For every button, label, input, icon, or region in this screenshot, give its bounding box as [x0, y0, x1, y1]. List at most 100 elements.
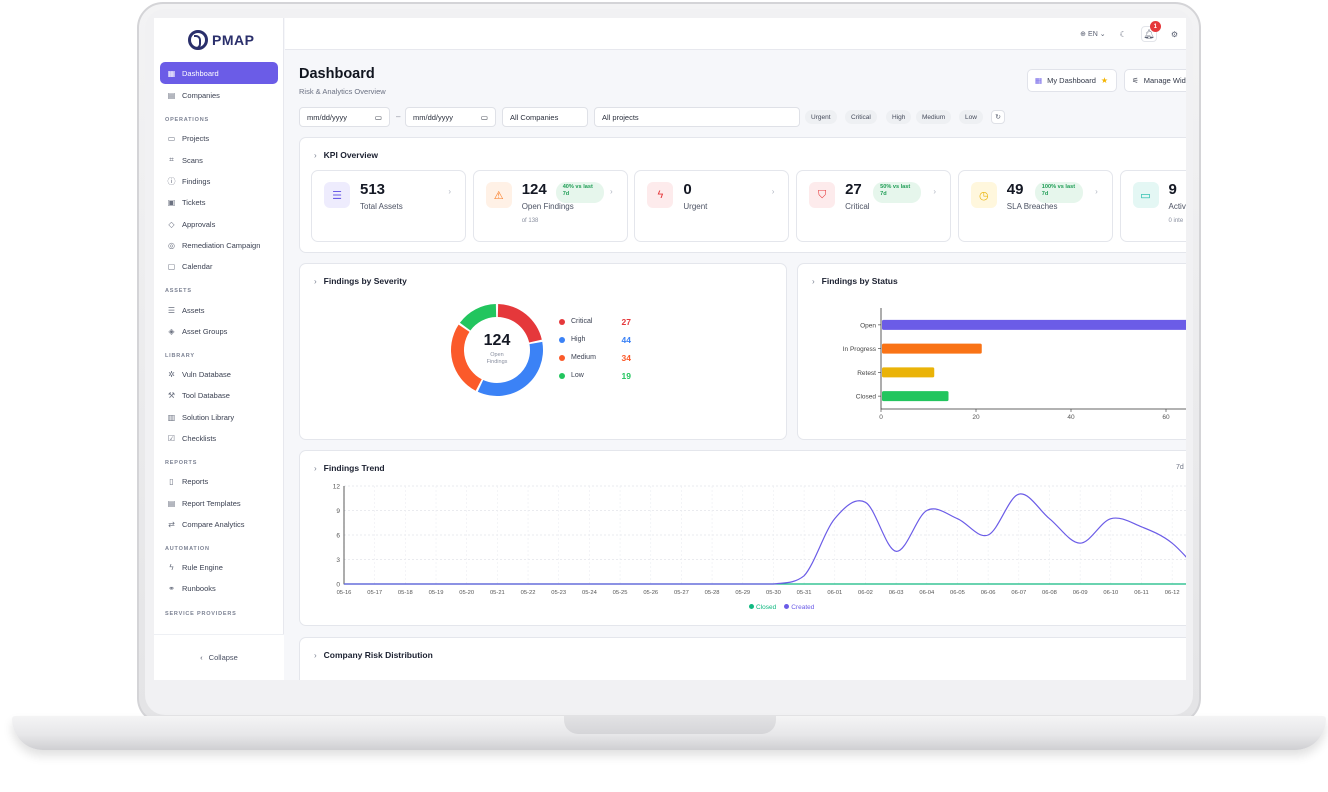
status-bar-chart: 0 20 40 60 Open In Progress Retest Closed	[843, 308, 1186, 421]
server-icon: ☰	[167, 305, 176, 315]
legend-label: Created	[791, 604, 815, 611]
status-header[interactable]: › Findings by Status	[812, 276, 898, 286]
folder-icon: ▭	[167, 134, 176, 144]
trend-legend: Closed Created	[749, 604, 814, 611]
sidebar-item-remediation-campaign[interactable]: ◎ Remediation Campaign	[160, 235, 278, 256]
kpi-card[interactable]: ϟ 0 Urgent ›	[634, 170, 790, 242]
sidebar-item-label: Findings	[182, 177, 211, 187]
trend-x-tick: 05-18	[398, 590, 413, 596]
severity-chip-urgent[interactable]: Urgent	[805, 110, 837, 124]
status-title: Findings by Status	[821, 276, 898, 286]
sidebar-item-companies[interactable]: ▤ Companies	[160, 85, 278, 106]
trend-x-tick: 06-12	[1165, 590, 1180, 596]
sidebar: PMAP ▦ Dashboard ▤ Companies OPERATIONS ▭ Proj…	[154, 18, 284, 680]
trend-header[interactable]: › Findings Trend	[314, 463, 385, 473]
kpi-overview-title: KPI Overview	[323, 150, 379, 160]
template-icon: ▤	[167, 498, 176, 508]
status-bar-closed[interactable]	[882, 391, 949, 402]
sidebar-item-assets[interactable]: ☰ Assets	[160, 299, 278, 320]
date-from-input[interactable]: mm/dd/yyyy ▭	[299, 107, 390, 127]
status-bar-in-progress[interactable]	[882, 343, 982, 354]
legend-dot	[559, 354, 565, 361]
severity-chip-low[interactable]: Low	[959, 110, 983, 124]
refresh-button[interactable]: ↻	[991, 110, 1005, 124]
company-select[interactable]: All Companies	[502, 107, 588, 127]
sidebar-item-label: Tickets	[182, 198, 206, 208]
chevron-right-icon: ›	[448, 187, 451, 196]
donut-slice-low[interactable]	[459, 304, 497, 331]
legend-value: 44	[621, 334, 631, 345]
gear-icon[interactable]: ⚙	[1170, 29, 1178, 39]
kpi-label: Critical	[845, 202, 870, 211]
company-risk-header[interactable]: › Company Risk Distribution	[314, 650, 433, 660]
severity-header[interactable]: › Findings by Severity	[314, 276, 407, 286]
severity-chip-high[interactable]: High	[886, 110, 912, 124]
donut-slice-high[interactable]	[477, 341, 543, 396]
project-select[interactable]: All projects	[594, 107, 800, 127]
alert-circle-icon: ⓘ	[167, 177, 176, 187]
trend-line-created[interactable]	[344, 493, 1186, 585]
manage-widgets-button[interactable]: ⚟ Manage Wid	[1124, 69, 1186, 92]
donut-slice-critical[interactable]	[497, 304, 542, 343]
language-selector[interactable]: ⊕ EN ⌄	[1080, 30, 1105, 39]
kpi-card[interactable]: ◷ 49 SLA Breaches 100% vs last 7d ›	[957, 170, 1113, 242]
severity-chip-critical[interactable]: Critical	[845, 110, 877, 124]
trend-y-tick: 3	[336, 557, 340, 564]
trend-y-tick: 0	[336, 582, 340, 589]
kpi-card[interactable]: ▭ 9 Activ 0 inte	[1119, 170, 1186, 242]
sidebar-item-vuln-database[interactable]: ✲ Vuln Database	[160, 364, 278, 385]
sidebar-item-approvals[interactable]: ◇ Approvals	[160, 213, 278, 234]
trend-x-tick: 05-17	[367, 590, 382, 596]
trend-x-tick: 06-11	[1134, 590, 1148, 596]
sidebar-item-projects[interactable]: ▭ Projects	[160, 128, 278, 149]
sidebar-item-checklists[interactable]: ☑ Checklists	[160, 428, 278, 449]
refresh-icon: ↻	[995, 114, 1001, 121]
sidebar-item-runbooks[interactable]: ⚭ Runbooks	[160, 578, 278, 599]
kpi-trend-badge: 40% vs last 7d	[555, 182, 604, 203]
sidebar-item-solution-library[interactable]: ▥ Solution Library	[160, 407, 278, 428]
status-bar-retest[interactable]	[882, 367, 935, 378]
status-x-tick: 20	[972, 414, 980, 421]
status-bar-open[interactable]	[882, 319, 1186, 330]
sidebar-item-tool-database[interactable]: ⚒ Tool Database	[160, 385, 278, 406]
trend-legend-item[interactable]: Closed	[749, 604, 776, 611]
chevron-right-icon: ›	[314, 150, 317, 160]
my-dashboard-button[interactable]: ▦ My Dashboard ★	[1027, 69, 1117, 92]
kpi-overview-header[interactable]: › KPI Overview	[314, 150, 378, 160]
notifications-button[interactable]: 🔔︎ 1	[1140, 21, 1161, 42]
building-icon: ▤	[167, 91, 176, 101]
legend-dot	[559, 336, 565, 343]
kpi-card[interactable]: ☰ 513 Total Assets ›	[311, 170, 466, 242]
legend-value: 27	[621, 316, 631, 327]
trend-range-label[interactable]: 7d	[1176, 464, 1184, 471]
app-logo[interactable]: PMAP	[188, 30, 254, 50]
kpi-card[interactable]: ⚠ 124 Open Findings of 138 40% vs last 7d ›	[472, 170, 628, 242]
logo-text: PMAP	[212, 32, 255, 48]
sidebar-item-scans[interactable]: ⌗ Scans	[160, 150, 278, 171]
kpi-card[interactable]: ⛉ 27 Critical 50% vs last 7d ›	[796, 170, 952, 242]
moon-icon[interactable]: ☾	[1119, 29, 1127, 39]
sidebar-item-compare-analytics[interactable]: ⇄ Compare Analytics	[160, 514, 278, 535]
sidebar-item-reports[interactable]: ▯ Reports	[160, 471, 278, 492]
severity-chip-medium[interactable]: Medium	[916, 110, 952, 124]
trend-x-tick: 06-09	[1073, 590, 1088, 596]
sidebar-item-tickets[interactable]: ▣ Tickets	[160, 192, 278, 213]
donut-slice-medium[interactable]	[451, 324, 482, 391]
sidebar-item-report-templates[interactable]: ▤ Report Templates	[160, 492, 278, 513]
collapse-button[interactable]: ‹ Collapse	[154, 634, 284, 680]
trend-legend-item[interactable]: Created	[784, 604, 814, 611]
sidebar-item-dashboard[interactable]: ▦ Dashboard	[160, 62, 278, 84]
legend-dot	[559, 318, 565, 325]
sidebar-item-label: Asset Groups	[182, 326, 228, 336]
sidebar-item-rule-engine[interactable]: ϟ Rule Engine	[160, 557, 278, 578]
folder-open-icon: ▭	[1132, 182, 1159, 208]
sidebar-item-asset-groups[interactable]: ◈ Asset Groups	[160, 321, 278, 342]
status-y-label: Closed	[856, 394, 877, 401]
sidebar-item-findings[interactable]: ⓘ Findings	[160, 171, 278, 192]
sidebar-item-label: Projects	[182, 134, 210, 144]
company-risk-title: Company Risk Distribution	[323, 650, 433, 660]
date-to-input[interactable]: mm/dd/yyyy ▭	[405, 107, 496, 127]
chevron-left-icon: ‹	[200, 653, 203, 662]
sidebar-item-calendar[interactable]: ▢ Calendar	[160, 256, 278, 277]
kpi-value: 124	[521, 181, 547, 198]
